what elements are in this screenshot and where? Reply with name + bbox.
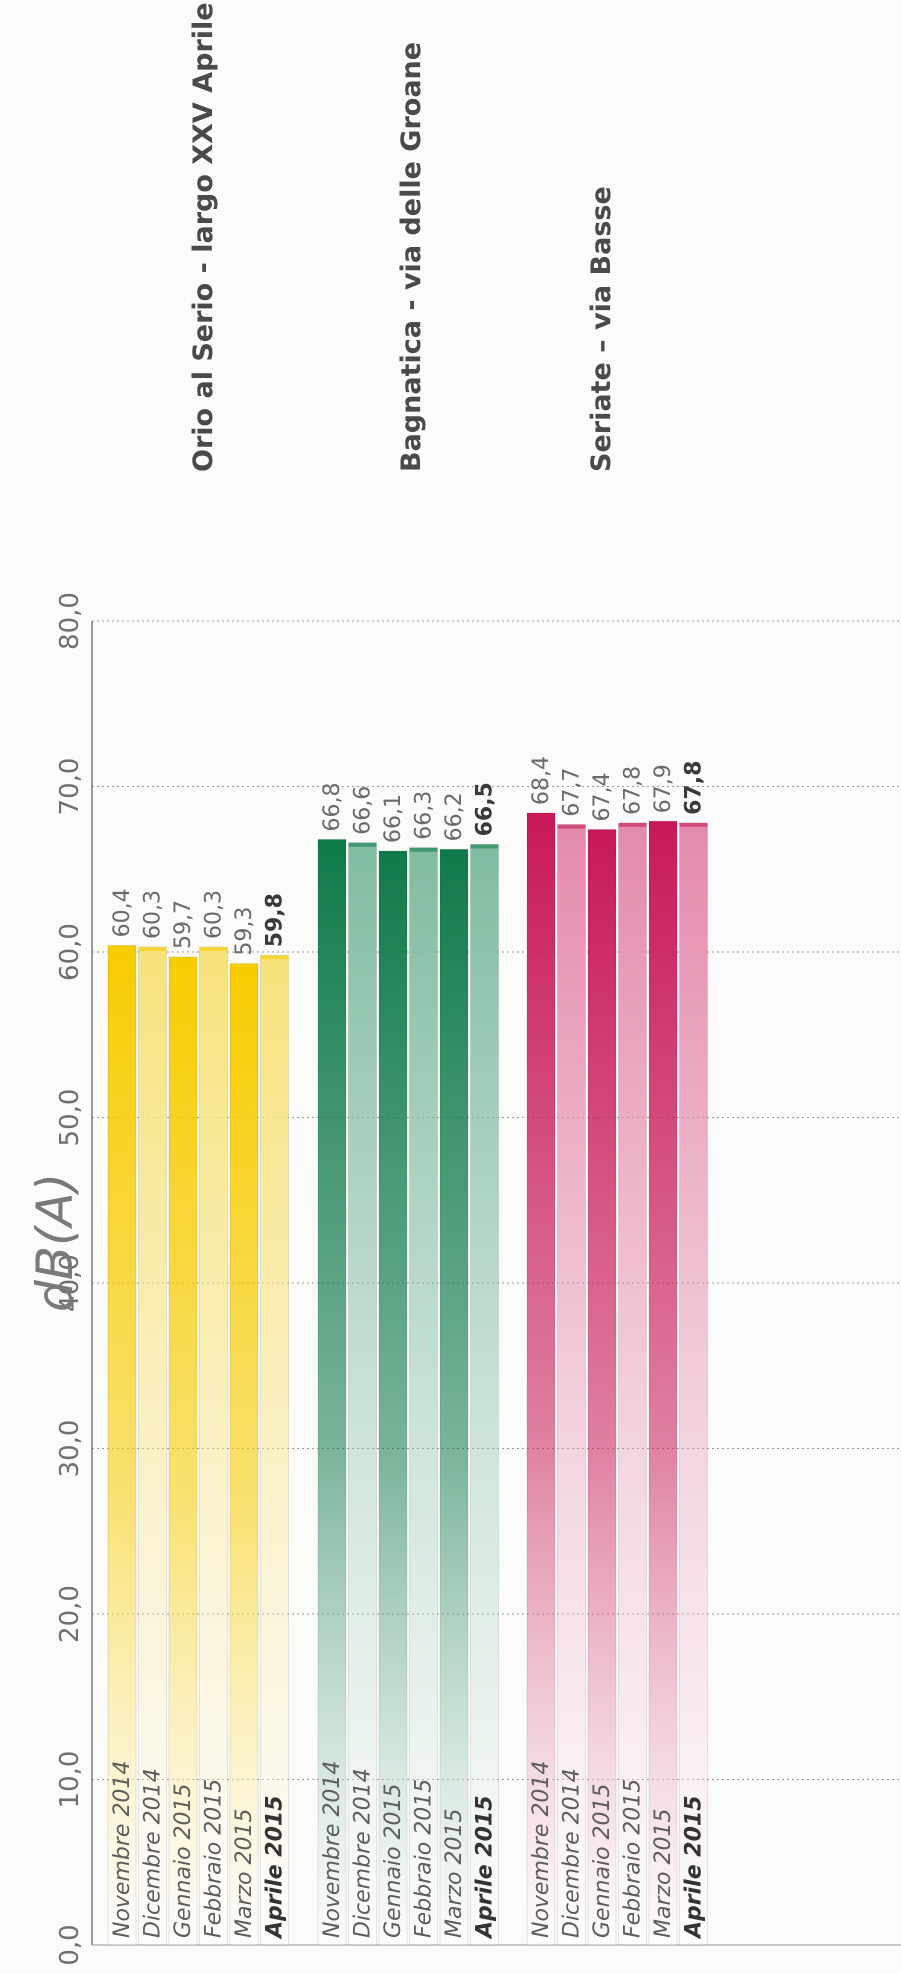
category-label: Aprile 2015 — [682, 1795, 707, 1940]
category-label: Dicembre 2014 — [141, 1768, 166, 1938]
tick-label: 0,0 — [55, 1924, 85, 1965]
bar-top-edge — [199, 947, 228, 952]
value-labels: 60,4 60,3 59,7 60,3 59,3 59,866,8 66,6 66,1 66,3… — [110, 756, 707, 956]
data-label: 66,8 — [320, 782, 345, 831]
data-label: 67,8 — [621, 766, 646, 815]
data-label: 67,7 — [560, 768, 585, 817]
data-label: 66,1 — [381, 794, 406, 843]
axis-label-y: dB(A) — [26, 1173, 84, 1312]
bar-top-edge — [470, 844, 499, 849]
data-label: 66,6 — [351, 786, 376, 835]
bar — [378, 850, 408, 1946]
bar-top-edge — [649, 821, 677, 826]
bar — [107, 944, 137, 1946]
data-label: 59,3 — [232, 907, 257, 956]
bar-top-edge — [318, 839, 346, 844]
data-label: 67,9 — [651, 764, 676, 813]
data-label: 60,3 — [202, 890, 227, 939]
bar — [260, 954, 289, 1946]
bar-top-edge — [679, 822, 708, 827]
bar — [648, 820, 678, 1946]
bar-top-edge — [108, 945, 136, 950]
category-label: Novembre 2014 — [110, 1761, 135, 1938]
group-titles: Orio al Serio - largo XXV Aprile Bagnatic… — [188, 2, 617, 472]
tick-label: 80,0 — [55, 592, 85, 650]
category-label: Gennaio 2015 — [590, 1783, 615, 1938]
bar-top-edge — [138, 947, 167, 952]
bar-top-edge — [169, 956, 197, 961]
data-label: 66,5 — [473, 782, 498, 836]
category-label: Febbraio 2015 — [621, 1779, 646, 1938]
category-label: Dicembre 2014 — [351, 1768, 376, 1938]
bar — [470, 844, 499, 1946]
axis-ticks: 0,0 10,0 20,0 30,0 40,0 50,0 60,0 70,0 80,0 — [55, 592, 85, 1966]
bar — [526, 812, 556, 1946]
bar — [317, 839, 347, 1946]
group-title: Orio al Serio - largo XXV Aprile — [188, 2, 219, 472]
data-label: 66,3 — [412, 791, 437, 840]
bar — [679, 822, 708, 1946]
tick-label: 10,0 — [55, 1751, 85, 1809]
category-label: Novembre 2014 — [529, 1761, 554, 1938]
category-labels: Novembre 2014 Dicembre 2014 Gennaio 2015 Fe… — [110, 1761, 707, 1940]
category-label: Aprile 2015 — [473, 1795, 498, 1940]
tick-label: 60,0 — [55, 923, 85, 981]
data-label: 59,7 — [171, 900, 196, 949]
bar-top-edge — [440, 849, 468, 854]
data-label: 68,4 — [529, 756, 554, 805]
bar-top-edge — [527, 812, 555, 817]
group-title: Seriate – via Basse — [586, 186, 617, 472]
tick-label: 40,0 — [55, 1254, 85, 1312]
bar-top-edge — [230, 963, 258, 968]
category-label: Marzo 2015 — [651, 1809, 676, 1939]
category-label: Aprile 2015 — [263, 1795, 288, 1940]
bar-top-edge — [379, 851, 407, 856]
data-label: 66,2 — [442, 792, 467, 841]
bar — [439, 848, 469, 1946]
tick-label: 50,0 — [55, 1089, 85, 1147]
data-label: 60,4 — [110, 888, 135, 937]
bars — [107, 812, 708, 1946]
bar-top-edge — [260, 955, 289, 960]
bar — [229, 963, 259, 1946]
bar-top-edge — [409, 847, 438, 852]
bar-top-edge — [618, 822, 647, 827]
bar-top-edge — [588, 829, 616, 834]
category-label: Marzo 2015 — [442, 1809, 467, 1939]
tick-label: 30,0 — [55, 1420, 85, 1478]
bar-top-edge — [348, 842, 377, 847]
data-label: 67,4 — [590, 773, 615, 822]
bar — [618, 822, 647, 1946]
bar — [168, 956, 198, 1946]
bar — [587, 829, 617, 1946]
bar — [138, 946, 167, 1946]
category-label: Febbraio 2015 — [412, 1779, 437, 1938]
category-label: Gennaio 2015 — [381, 1783, 406, 1938]
bar — [557, 824, 586, 1946]
category-label: Febbraio 2015 — [202, 1779, 227, 1938]
category-label: Gennaio 2015 — [171, 1783, 196, 1938]
category-label: Dicembre 2014 — [560, 1768, 585, 1938]
category-label: Novembre 2014 — [320, 1761, 345, 1938]
data-label: 60,3 — [141, 890, 166, 939]
category-label: Marzo 2015 — [232, 1809, 257, 1939]
data-label: 67,8 — [682, 761, 707, 815]
data-label: 59,8 — [263, 893, 288, 947]
bar — [409, 847, 438, 1946]
tick-label: 20,0 — [55, 1585, 85, 1643]
tick-label: 70,0 — [55, 758, 85, 816]
group-title: Bagnatica - via delle Groane — [396, 42, 427, 472]
bar-top-edge — [557, 824, 586, 829]
bar — [348, 842, 377, 1946]
